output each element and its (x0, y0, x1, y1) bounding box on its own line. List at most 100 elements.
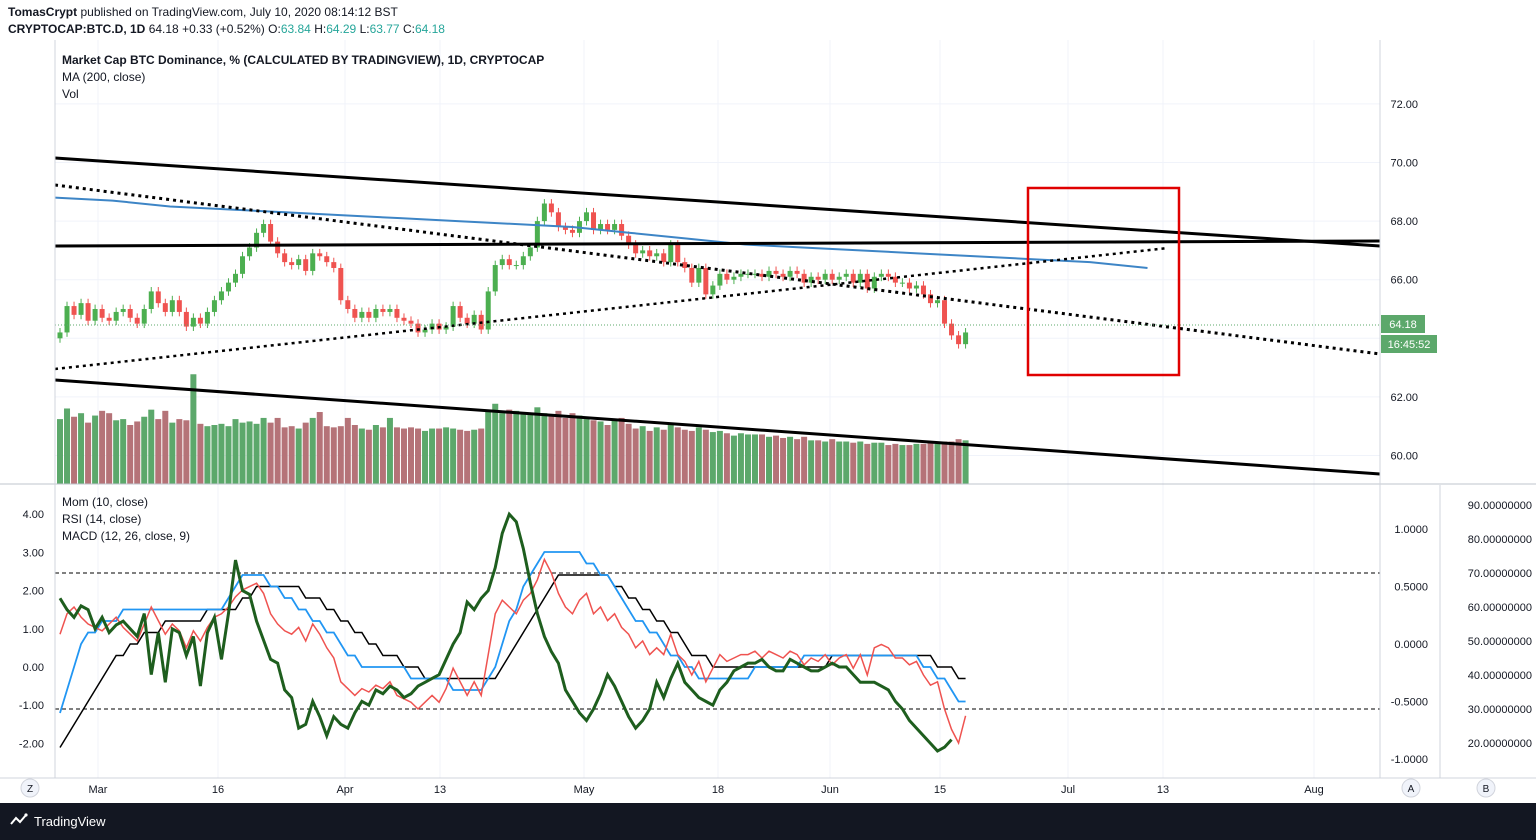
ma-200-line (54, 196, 1148, 269)
main-legend-item: Market Cap BTC Dominance, % (CALCULATED … (62, 53, 544, 67)
candle-body (682, 262, 688, 268)
chart-svg[interactable]: Mar16Apr13May18Jun15Jul13Aug60.0062.0064… (0, 40, 1536, 802)
x-tick-label: 18 (712, 784, 724, 796)
candle-body (247, 247, 253, 257)
dotted-trend-line-down (54, 183, 1381, 356)
volume-bar (85, 422, 92, 484)
candle-body (127, 309, 133, 318)
axes: Mar16Apr13May18Jun15Jul13Aug60.0062.0064… (0, 40, 1536, 796)
oscillator-pane[interactable] (55, 511, 1380, 753)
volume-bar (766, 436, 773, 484)
candle-body (513, 265, 519, 267)
candle-body (668, 244, 674, 263)
volume-bar (576, 415, 583, 484)
volume-bar (695, 427, 702, 484)
x-tick-label: 13 (1157, 784, 1169, 796)
rsi-axis-label: 20.00000000 (1468, 738, 1532, 750)
volume-bar (555, 410, 562, 484)
candle-body (569, 229, 575, 233)
candle-body (591, 212, 597, 230)
candle-body (352, 309, 358, 318)
axis-button (20, 778, 40, 798)
chart-area[interactable]: Mar16Apr13May18Jun15Jul13Aug60.0062.0064… (0, 40, 1536, 802)
symbol-label[interactable]: CRYPTOCAP:BTC.D, 1D (8, 22, 146, 36)
volume-bar (127, 425, 134, 484)
candle-body (366, 311, 372, 318)
brand-name[interactable]: TradingView (34, 814, 106, 829)
candle-body (815, 276, 821, 280)
candle-body (675, 244, 681, 263)
candle-body (429, 323, 435, 330)
candle-body (689, 267, 695, 283)
volume-bar (808, 440, 815, 484)
x-tick-label: 13 (434, 784, 446, 796)
volume-bar (737, 433, 744, 484)
volume-bar (660, 429, 667, 484)
candlesticks[interactable] (57, 199, 969, 349)
volume-bar (372, 425, 379, 484)
volume-bar (260, 417, 267, 484)
volume-bar (520, 413, 527, 484)
macd-axis-label: -1.0000 (1391, 754, 1428, 766)
volume-bar (513, 410, 520, 484)
candle-body (906, 282, 912, 289)
candle-body (394, 309, 400, 318)
volume-bar (274, 417, 281, 484)
volume-bar (71, 416, 78, 484)
volume-bar (337, 426, 344, 484)
volume-bar (457, 429, 464, 484)
candle-body (443, 326, 449, 330)
volume-bar (393, 427, 400, 484)
volume-bar (548, 414, 555, 484)
axis-button-label: A (1408, 784, 1415, 795)
volume-bar (787, 436, 794, 484)
candle-body (661, 253, 667, 263)
macd-line (59, 551, 966, 714)
open-value: 63.84 (280, 22, 311, 36)
candle-body (176, 300, 182, 312)
candle-body (899, 282, 905, 284)
volume-bar (892, 443, 899, 484)
candle-body (780, 273, 786, 277)
candle-body (759, 273, 765, 277)
volume-bar (850, 442, 857, 484)
volume-bar (920, 443, 927, 484)
candle-body (408, 320, 414, 324)
volume-bar (436, 428, 443, 484)
volume-bar (400, 428, 407, 484)
volume-bar (113, 420, 120, 484)
tradingview-logo-icon[interactable] (10, 813, 28, 829)
candle-body (254, 232, 260, 248)
mom-axis-label: 4.00 (23, 509, 44, 521)
main-legend-item: MA (200, close) (62, 70, 145, 84)
volume-bar (415, 428, 422, 484)
volume-bar (934, 443, 941, 484)
candle-body (640, 250, 646, 254)
volume-bar (225, 426, 232, 484)
candle-body (99, 309, 105, 318)
candle-body (415, 323, 421, 333)
candle-body (282, 253, 288, 263)
volume-bar (386, 417, 393, 484)
author-name[interactable]: TomasCrypt (8, 5, 78, 19)
volume-bar (815, 440, 822, 484)
published-text: published on TradingView.com, July 10, 2… (80, 5, 398, 19)
volume-bar (443, 427, 450, 484)
candle-body (703, 267, 709, 295)
candle-body (633, 244, 639, 254)
trend-lines (54, 156, 1381, 476)
volume-bar (843, 441, 850, 484)
volume-bar (429, 428, 436, 484)
axis-button-label: B (1483, 784, 1490, 795)
candle-body (162, 303, 168, 312)
candle-body (296, 259, 302, 266)
candle-body (745, 273, 751, 275)
volume-bar (906, 445, 913, 484)
candle-body (710, 285, 716, 295)
candle-body (506, 259, 512, 266)
candle-body (808, 276, 814, 283)
candle-body (927, 294, 933, 304)
volume-bar (941, 441, 948, 484)
volume-bar (169, 422, 176, 484)
chart-header: TomasCrypt published on TradingView.com,… (0, 0, 1536, 40)
